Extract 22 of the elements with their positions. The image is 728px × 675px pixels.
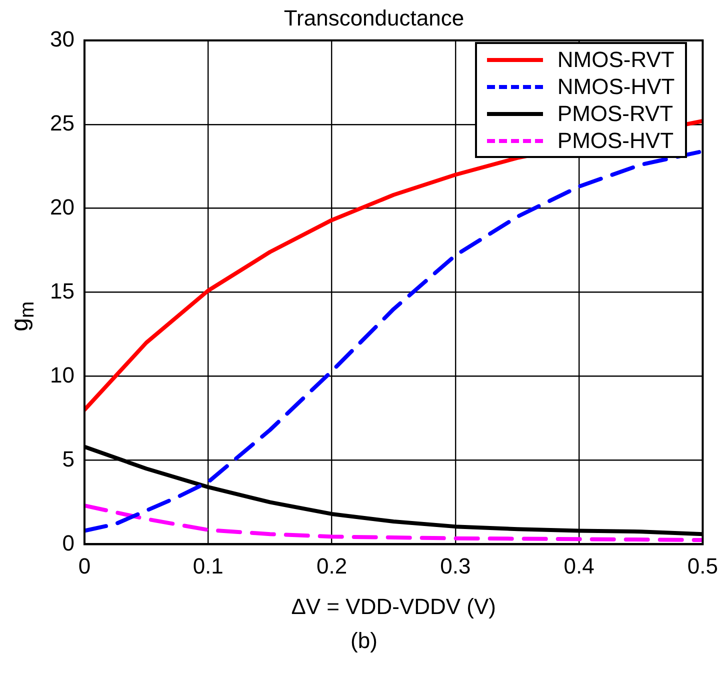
y-tick-label: 10 (50, 362, 74, 388)
y-tick-label: 20 (50, 194, 74, 220)
text: (b) (350, 628, 378, 654)
y-tick-label: 5 (62, 446, 74, 472)
x-tick-label: 0 (78, 553, 91, 578)
legend-label: NMOS-RVT (557, 46, 674, 73)
x-tick-label: 0.1 (192, 553, 224, 578)
y-tick-label: 30 (50, 26, 74, 52)
y-tick-label: 15 (50, 278, 74, 304)
x-tick-label: 0.3 (440, 553, 471, 578)
x-tick-label: 0.5 (687, 553, 718, 578)
legend-label: NMOS-HVT (557, 74, 675, 100)
y-tick-label: 0 (62, 530, 74, 556)
chart-title: Transconductance (284, 5, 464, 30)
legend-label: PMOS-RVT (557, 100, 674, 127)
x-tick-label: 0.2 (316, 553, 348, 578)
x-tick-label: 0.4 (564, 553, 594, 578)
legend-label: PMOS-HVT (557, 128, 674, 154)
line-series (84, 504, 703, 542)
y-tick-label: 25 (50, 110, 74, 136)
line-series (84, 149, 703, 533)
x-axis-title: ΔV = VDD-VDDV (V) (291, 594, 496, 619)
